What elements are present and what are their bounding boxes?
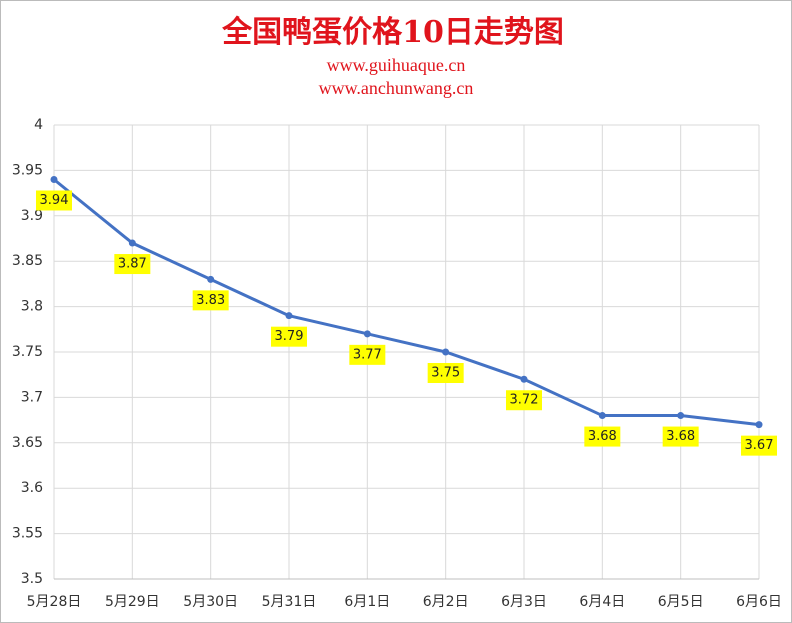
y-tick-label: 4 xyxy=(34,117,43,133)
data-label: 3.83 xyxy=(196,293,225,308)
y-tick-label: 3.6 xyxy=(21,480,43,496)
x-tick-label: 6月5日 xyxy=(658,594,704,610)
label-box xyxy=(584,426,621,447)
data-label: 3.87 xyxy=(118,257,147,272)
point xyxy=(520,375,528,383)
point xyxy=(207,275,215,283)
label-box xyxy=(192,290,229,311)
y-tick-label: 3.85 xyxy=(12,253,43,269)
y-tick-label: 3.7 xyxy=(21,389,43,405)
y-tick-label: 3.65 xyxy=(12,435,43,451)
subtitle: www.guihuaque.cn xyxy=(327,55,466,75)
y-tick-label: 3.55 xyxy=(12,526,43,542)
label-box xyxy=(741,435,777,456)
label-box xyxy=(506,390,542,411)
x-tick-label: 5月30日 xyxy=(183,594,238,610)
label-box xyxy=(114,254,151,275)
x-tick-label: 6月3日 xyxy=(501,594,547,610)
chart-title: 全国鸭蛋价格10日走势图 xyxy=(221,15,564,50)
point xyxy=(50,175,58,183)
point xyxy=(285,312,293,320)
label-box xyxy=(427,363,464,383)
point xyxy=(363,330,371,338)
point xyxy=(442,348,450,356)
data-label: 3.72 xyxy=(510,393,539,408)
x-tick-label: 5月28日 xyxy=(27,594,82,610)
data-label: 3.67 xyxy=(745,438,774,453)
x-tick-label: 6月2日 xyxy=(423,594,469,610)
data-label: 3.94 xyxy=(40,193,69,208)
x-tick-label: 6月4日 xyxy=(579,594,625,610)
data-label: 3.75 xyxy=(431,366,460,381)
data-label: 3.68 xyxy=(588,429,617,444)
data-label: 3.79 xyxy=(275,329,304,344)
x-tick-label: 5月31日 xyxy=(262,594,317,610)
label-box xyxy=(36,190,72,211)
y-tick-label: 3.5 xyxy=(21,571,43,587)
x-tick-label: 6月1日 xyxy=(344,594,390,610)
label-box xyxy=(271,326,307,347)
label-box xyxy=(349,344,386,365)
y-tick-label: 3.8 xyxy=(21,299,43,315)
label-box xyxy=(662,426,699,447)
x-tick-label: 5月29日 xyxy=(105,594,160,610)
y-tick-label: 3.9 xyxy=(21,208,43,224)
subtitle: www.anchunwang.cn xyxy=(319,78,474,98)
x-tick-label: 6月6日 xyxy=(736,594,782,610)
point xyxy=(755,421,763,429)
line xyxy=(53,178,760,427)
point xyxy=(128,239,136,247)
data-label: 3.68 xyxy=(666,429,695,444)
data-label: 3.77 xyxy=(353,347,382,362)
y-tick-label: 3.95 xyxy=(12,162,43,178)
y-tick-label: 3.75 xyxy=(12,344,43,360)
point xyxy=(598,412,606,420)
point xyxy=(677,412,685,420)
